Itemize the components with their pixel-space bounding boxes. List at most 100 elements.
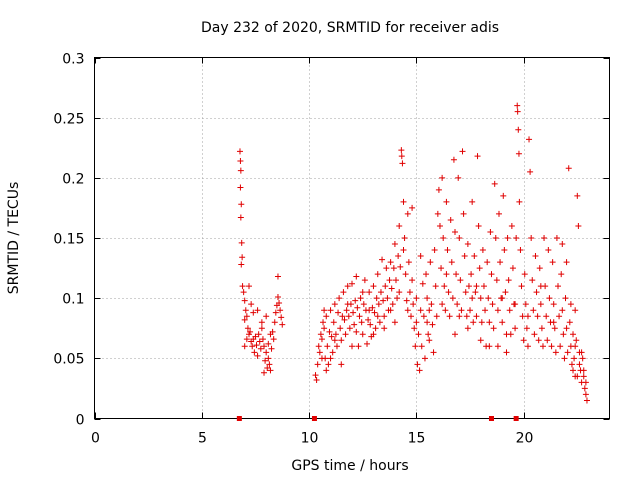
data-point (438, 265, 445, 272)
data-point (494, 343, 501, 350)
data-point (313, 376, 320, 383)
data-point (538, 325, 545, 332)
data-point (396, 222, 403, 229)
data-point (258, 325, 265, 332)
data-point (515, 126, 522, 133)
data-point (237, 214, 244, 221)
data-point (377, 289, 384, 296)
data-point (524, 343, 531, 350)
data-point (398, 147, 405, 154)
data-point (337, 325, 344, 332)
data-point (440, 235, 447, 241)
data-point (458, 307, 465, 314)
data-point (353, 273, 360, 280)
data-point (236, 148, 243, 155)
data-point (392, 277, 399, 284)
chart-title: Day 232 of 2020, SRMTID for receiver adi… (201, 20, 499, 36)
data-point (341, 316, 348, 323)
data-point (328, 333, 335, 340)
data-point (254, 352, 261, 359)
data-point (462, 289, 469, 296)
data-point (342, 331, 349, 338)
data-point (493, 277, 500, 284)
data-point (560, 331, 567, 338)
data-point (238, 201, 245, 208)
data-point (472, 289, 479, 296)
x-tick-labels: 0 5 10 15 20 (91, 431, 533, 447)
data-point (331, 301, 338, 308)
data-point (499, 319, 506, 326)
data-point (277, 307, 284, 314)
data-point (356, 313, 363, 320)
data-point (327, 355, 334, 362)
data-point (357, 295, 364, 302)
data-point (445, 289, 452, 296)
data-point (469, 198, 476, 205)
data-point (411, 325, 418, 332)
data-point (374, 271, 381, 278)
y-tick-label: 0.2 (62, 172, 84, 188)
data-point (485, 295, 492, 302)
data-point (408, 313, 415, 320)
y-tick-label: 0.1 (62, 292, 84, 308)
data-point (257, 345, 264, 352)
data-point (552, 349, 559, 356)
data-point (333, 343, 340, 350)
data-point (431, 247, 438, 254)
data-point (332, 331, 339, 338)
data-point (544, 337, 551, 344)
data-point (558, 271, 565, 278)
data-point (331, 337, 338, 344)
data-point (369, 304, 376, 311)
data-point (358, 319, 365, 326)
data-point (370, 331, 377, 338)
data-point (559, 241, 566, 248)
data-point (583, 397, 590, 404)
data-point (258, 319, 265, 326)
data-point (253, 342, 260, 349)
data-point (456, 313, 463, 320)
data-point (435, 186, 442, 193)
data-point (561, 355, 568, 362)
data-point (550, 301, 557, 308)
data-point (430, 349, 437, 356)
data-point (413, 295, 420, 302)
data-point (551, 325, 558, 332)
data-point (255, 331, 262, 338)
data-point (238, 239, 245, 246)
data-point (278, 314, 285, 321)
data-point (259, 336, 266, 343)
data-point (495, 210, 502, 217)
data-point (548, 343, 555, 350)
data-point (461, 253, 468, 260)
data-point (533, 289, 540, 296)
y-tick-label: 0.05 (53, 352, 84, 368)
data-point (237, 184, 244, 191)
data-point (536, 265, 543, 272)
data-point (534, 313, 541, 320)
data-point (268, 345, 275, 352)
data-point (571, 355, 578, 362)
data-point (312, 372, 319, 379)
data-point (394, 295, 401, 302)
data-point (512, 325, 519, 332)
data-point (390, 265, 397, 272)
data-point (574, 373, 581, 380)
data-point (522, 301, 529, 308)
data-point (243, 336, 250, 343)
data-point (557, 343, 564, 350)
data-point (501, 247, 508, 254)
data-point (515, 150, 522, 157)
data-point (241, 297, 248, 304)
data-point (582, 391, 589, 398)
baseline-marker (513, 416, 519, 421)
data-point (265, 340, 272, 347)
data-point (502, 289, 509, 296)
data-point (575, 222, 582, 229)
data-point (315, 343, 322, 350)
data-point (415, 331, 422, 338)
baseline-marker (311, 416, 317, 421)
data-point (395, 253, 402, 260)
data-point (400, 247, 407, 254)
data-point (276, 299, 283, 306)
